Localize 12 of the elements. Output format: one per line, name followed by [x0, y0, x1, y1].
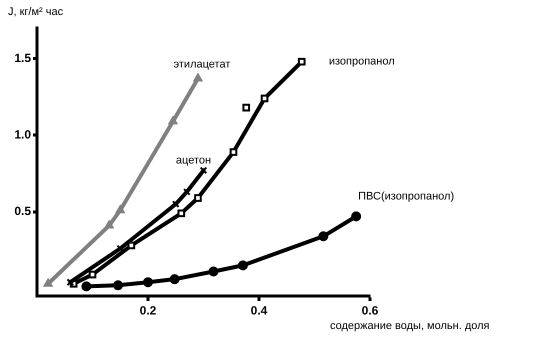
- y-tick-label: 1.0: [14, 128, 32, 142]
- y-axis-title: J, кг/м² час: [8, 6, 64, 18]
- x-tick-label: 0.2: [140, 304, 157, 318]
- series-label: этилацетат: [174, 58, 230, 71]
- y-tick-label: 1.5: [14, 50, 32, 65]
- y-tick-label: 0.5: [14, 204, 32, 218]
- x-tick-label: 0.6: [362, 304, 379, 318]
- series-label: ПВС(изопропанол): [358, 190, 454, 202]
- x-axis-title: содержание воды, мольн. доля: [330, 320, 490, 332]
- series-label: ацетон: [176, 154, 212, 166]
- text: изопропанол: [328, 56, 395, 68]
- x-tick-label: 0.4: [250, 304, 268, 318]
